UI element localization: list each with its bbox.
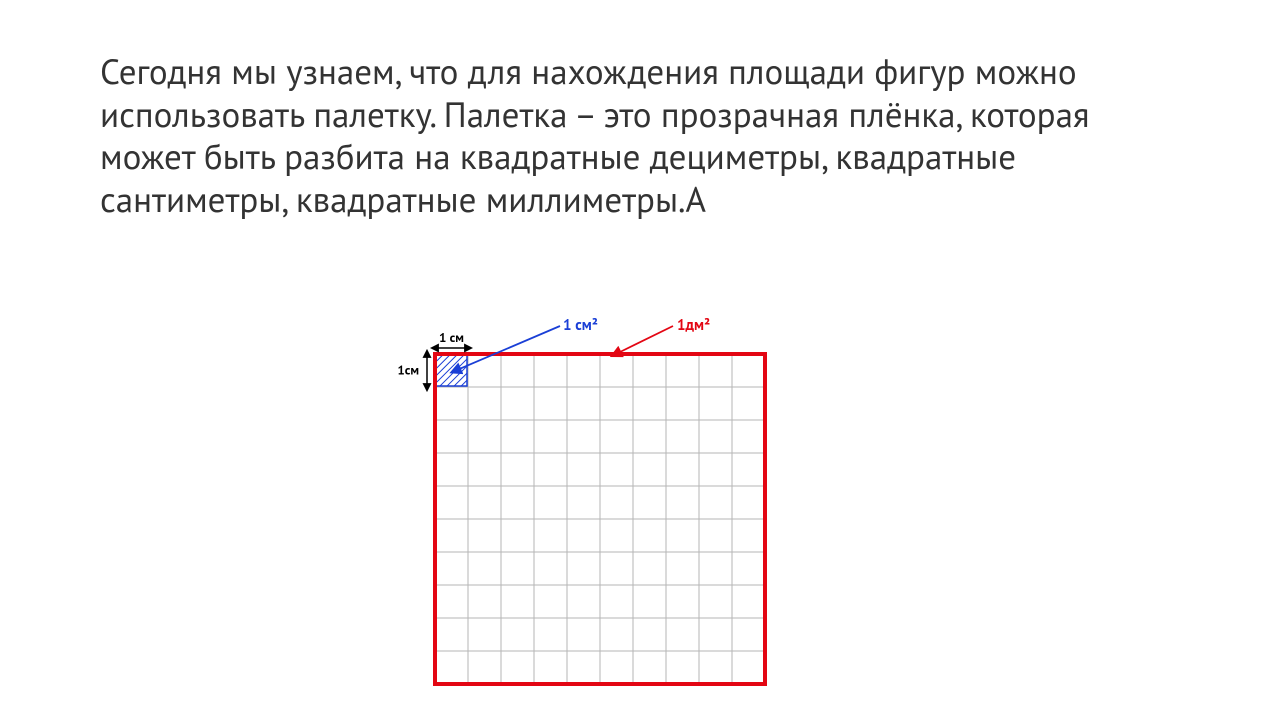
label-1cm-top: 1 см — [439, 329, 464, 346]
label-1cm2: 1 см² — [563, 318, 598, 335]
paragraph: Сегодня мы узнаем, что для нахождения пл… — [100, 50, 1180, 221]
hatched-cell — [436, 355, 467, 386]
paletka-diagram: 1 см 1см 1 см² 1дм² — [380, 318, 840, 718]
label-1dm2: 1дм² — [677, 318, 710, 335]
label-1cm-left: 1см — [397, 362, 419, 379]
grid — [435, 354, 765, 684]
dm2-arrow-icon — [620, 326, 673, 352]
cm2-arrow-icon — [460, 326, 560, 369]
